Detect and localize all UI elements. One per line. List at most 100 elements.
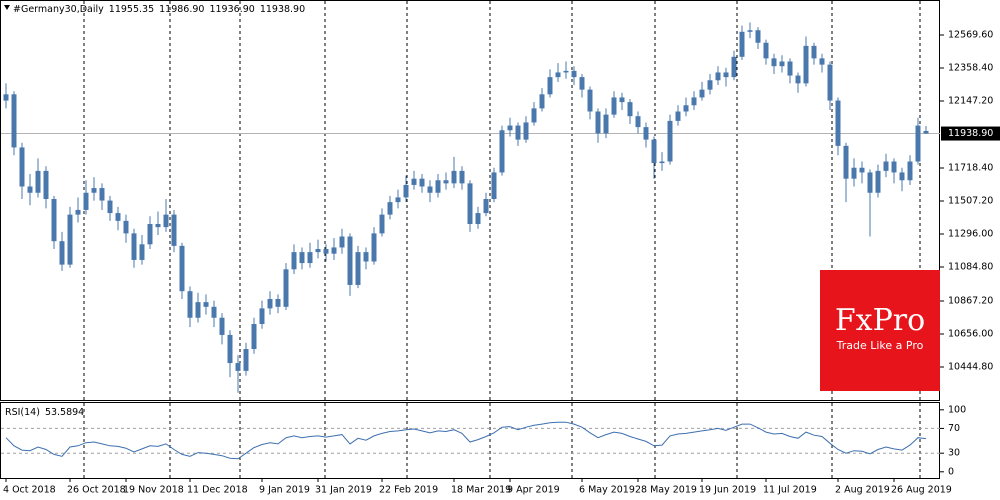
candle-body — [331, 247, 337, 254]
candle-body — [731, 56, 737, 78]
candle-body — [299, 252, 305, 264]
candle-body — [35, 170, 41, 193]
candle-body — [203, 302, 209, 307]
candle-body — [107, 200, 113, 214]
candle-body — [715, 72, 721, 81]
y-tick-label: 10656.00 — [948, 329, 993, 340]
candle-body — [347, 236, 353, 285]
candle-body — [339, 236, 345, 248]
candle-body — [131, 233, 137, 260]
candle-body — [835, 100, 841, 146]
candle-body — [187, 291, 193, 318]
candle-body — [667, 120, 673, 162]
candle-body — [307, 252, 313, 264]
candle-body — [243, 349, 249, 371]
candle-body — [491, 172, 497, 199]
candle-body — [739, 31, 745, 57]
candle-body — [643, 127, 649, 140]
candle-body — [883, 161, 889, 171]
x-tick-label: 11 Dec 2018 — [187, 485, 248, 496]
candle-body — [531, 108, 537, 123]
open-label: 11955.35 — [109, 4, 154, 15]
candle-body — [651, 139, 657, 164]
candle-body — [699, 89, 705, 98]
plot — [1, 22, 940, 460]
candle-body — [195, 302, 201, 318]
x-tick-label: 26 Oct 2018 — [67, 485, 126, 496]
candle-body — [659, 161, 665, 164]
candle-body — [555, 72, 561, 78]
candle-body — [235, 363, 241, 371]
x-tick-label: 2 Aug 2019 — [835, 485, 890, 496]
logo-brand: FxPro — [835, 303, 925, 338]
candle-body — [827, 64, 833, 101]
symbol: #Germany30,Daily — [13, 4, 104, 15]
y-tick-label: 11084.80 — [948, 262, 993, 273]
candle-body — [507, 125, 513, 131]
candle-body — [811, 45, 817, 59]
candle-body — [443, 180, 449, 184]
y-tick-label: 11507.20 — [948, 196, 993, 207]
candle-body — [395, 197, 401, 203]
candle-body — [403, 184, 409, 198]
current-price-box — [941, 126, 1000, 141]
candle-body — [723, 72, 729, 78]
y-tick-label: 30 — [948, 448, 960, 459]
candle-body — [427, 186, 433, 193]
candle-body — [467, 183, 473, 224]
candle-body — [219, 317, 225, 335]
candle-body — [915, 125, 921, 162]
y-tick-label: 100 — [948, 404, 966, 415]
candle-body — [787, 61, 793, 76]
candle-body — [691, 97, 697, 106]
y-tick-label: 12147.20 — [948, 96, 993, 107]
candle-body — [635, 116, 641, 128]
candle-body — [355, 252, 361, 285]
candle-body — [523, 122, 529, 140]
y-tick-label: 10444.80 — [948, 362, 993, 373]
candle-body — [251, 324, 257, 349]
candle-body — [771, 58, 777, 67]
candle-body — [19, 147, 25, 187]
candle-body — [363, 252, 369, 262]
y-tick-label: 70 — [948, 423, 960, 434]
candle-body — [515, 125, 521, 140]
y-tick-label: 12569.60 — [948, 30, 993, 41]
candle-body — [387, 202, 393, 215]
candle-body — [43, 170, 49, 199]
candle-body — [99, 188, 105, 201]
candle-body — [275, 299, 281, 307]
candle-body — [707, 80, 713, 90]
rsi-panel — [0, 402, 940, 479]
candle-body — [603, 114, 609, 134]
month-separators — [83, 1, 921, 478]
symbol-icon — [4, 5, 10, 10]
candle-body — [587, 89, 593, 112]
candle-body — [795, 75, 801, 84]
candle-body — [115, 213, 121, 221]
x-tick-label: 22 Feb 2019 — [379, 485, 438, 496]
candle-body — [11, 94, 17, 148]
candle-body — [763, 42, 769, 59]
candle-body — [907, 161, 913, 181]
x-tick-label: 9 Apr 2019 — [507, 485, 560, 496]
candle-body — [899, 172, 905, 181]
y-tick-label: 12358.40 — [948, 63, 993, 74]
candle-body — [123, 220, 129, 234]
candle-body — [91, 188, 97, 193]
y-tick-label: 10867.20 — [948, 296, 993, 307]
x-tick-label: 11 Jul 2019 — [763, 485, 817, 496]
candle-body — [155, 224, 161, 228]
candle-body — [147, 224, 153, 245]
candle-body — [259, 308, 265, 324]
candle-body — [179, 245, 185, 292]
candle-body — [315, 249, 321, 253]
candle-body — [867, 172, 873, 193]
candle-body — [547, 77, 553, 95]
candle-body — [579, 77, 585, 90]
watermark: FxPro Trade Like a Pro — [820, 270, 940, 391]
candle-body — [819, 58, 825, 65]
chart-header: #Germany30,Daily 11955.35 11986.90 11936.90… — [13, 4, 305, 15]
